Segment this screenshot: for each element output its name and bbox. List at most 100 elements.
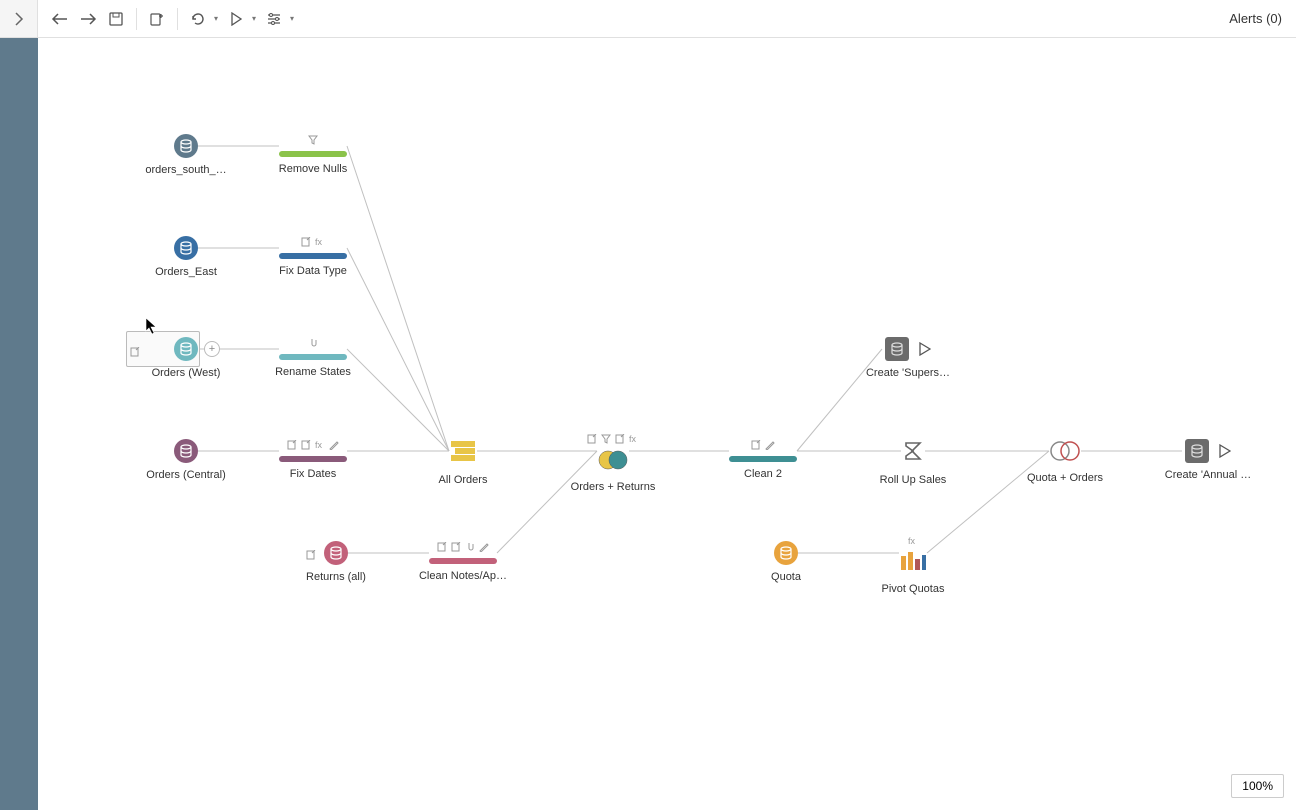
- node-label: Fix Data Type: [263, 265, 363, 277]
- pencil-badge-icon: [765, 440, 775, 450]
- edit-badge-icon: [287, 440, 297, 450]
- node-create_annual[interactable]: Create 'Annual …: [1158, 439, 1258, 481]
- zoom-level[interactable]: 100%: [1231, 774, 1284, 798]
- node-orders_central[interactable]: Orders (Central): [136, 439, 236, 481]
- node-fix_dates[interactable]: fx Fix Dates: [263, 440, 363, 480]
- clean-step-icon: [279, 456, 347, 462]
- arrow-left-icon: [51, 12, 69, 26]
- node-all_orders[interactable]: All Orders: [413, 439, 513, 486]
- clean-step-icon: [279, 253, 347, 259]
- clean-step-icon: [279, 354, 347, 360]
- add-connection-button[interactable]: [143, 5, 171, 33]
- svg-text:fx: fx: [315, 440, 323, 450]
- node-label: Create 'Annual …: [1158, 469, 1258, 481]
- edit-badge-icon: [751, 440, 761, 450]
- flow-canvas[interactable]: orders_south_…Remove NullsOrders_EastfxF…: [38, 38, 1296, 810]
- calc-badge-icon: fx: [315, 237, 325, 247]
- alerts-button[interactable]: Alerts (0): [1229, 11, 1288, 26]
- node-fix_data_type[interactable]: fx Fix Data Type: [263, 237, 363, 277]
- output-icon: [1185, 439, 1209, 463]
- play-icon[interactable]: [1219, 444, 1231, 458]
- clean-step-icon: [729, 456, 797, 462]
- output-icon: [885, 337, 909, 361]
- node-label: Roll Up Sales: [863, 474, 963, 486]
- forward-button[interactable]: [74, 5, 102, 33]
- node-clean_notes[interactable]: Clean Notes/Ap…: [413, 542, 513, 582]
- database-plus-icon: [149, 11, 165, 27]
- sliders-icon: [266, 12, 282, 26]
- refresh-icon: [190, 11, 206, 27]
- database-icon: [174, 337, 198, 361]
- database-icon: [324, 541, 348, 565]
- settings-dropdown[interactable]: ▾: [260, 5, 298, 33]
- node-label: Remove Nulls: [263, 163, 363, 175]
- pivot-icon: [899, 552, 927, 572]
- play-icon: [230, 12, 242, 26]
- node-label: Returns (all): [286, 571, 386, 583]
- node-pivot_quotas[interactable]: fx Pivot Quotas: [863, 536, 963, 595]
- node-label: Clean 2: [713, 468, 813, 480]
- node-label: Orders + Returns: [563, 481, 663, 493]
- filter-badge-icon: [601, 434, 611, 444]
- arrow-right-icon: [79, 12, 97, 26]
- chevron-right-icon: [14, 12, 24, 26]
- node-label: Orders_East: [136, 266, 236, 278]
- node-label: Clean Notes/Ap…: [413, 570, 513, 582]
- node-remove_nulls[interactable]: Remove Nulls: [263, 135, 363, 175]
- app-root: ▾ ▾ ▾ Alerts (0) orders_south_… Remove Nu…: [0, 0, 1296, 810]
- sigma-icon: [901, 439, 925, 463]
- node-orders_east[interactable]: Orders_East: [136, 236, 236, 278]
- edit-badge-icon: [301, 440, 311, 450]
- svg-text:fx: fx: [908, 536, 916, 546]
- run-dropdown[interactable]: ▾: [222, 5, 260, 33]
- node-orders_south[interactable]: orders_south_…: [136, 134, 236, 176]
- node-label: Orders (Central): [136, 469, 236, 481]
- edit-badge-icon: [587, 434, 597, 444]
- svg-text:fx: fx: [315, 237, 323, 247]
- clip-badge-icon: [465, 542, 475, 552]
- filter-badge-icon: [308, 135, 318, 145]
- svg-text:fx: fx: [629, 434, 637, 444]
- node-rollup_sales[interactable]: Roll Up Sales: [863, 439, 963, 486]
- edit-badge-icon: [301, 237, 311, 247]
- node-label: All Orders: [413, 474, 513, 486]
- node-orders_returns[interactable]: fx Orders + Returns: [563, 434, 663, 493]
- play-icon[interactable]: [919, 342, 931, 356]
- sidebar-strip: [0, 38, 38, 810]
- node-returns_all[interactable]: Returns (all): [286, 541, 386, 583]
- node-label: Rename States: [263, 366, 363, 378]
- union-icon: [449, 439, 477, 463]
- sidebar-expand[interactable]: [0, 0, 38, 38]
- node-label: Fix Dates: [263, 468, 363, 480]
- node-orders_west[interactable]: Orders (West): [136, 337, 236, 379]
- node-clean2[interactable]: Clean 2: [713, 440, 813, 480]
- save-icon: [108, 11, 124, 27]
- node-create_supers[interactable]: Create 'Supers…: [858, 337, 958, 379]
- clean-step-icon: [279, 151, 347, 157]
- database-icon: [174, 134, 198, 158]
- node-quota[interactable]: Quota: [736, 541, 836, 583]
- caret-down-icon: ▾: [214, 14, 218, 23]
- database-icon: [174, 236, 198, 260]
- toolbar: ▾ ▾ ▾ Alerts (0): [38, 0, 1296, 38]
- clip-badge-icon: [308, 338, 318, 348]
- node-label: orders_south_…: [136, 164, 236, 176]
- join-icon: [597, 450, 629, 470]
- node-quota_orders[interactable]: Quota + Orders: [1015, 441, 1115, 484]
- back-button[interactable]: [46, 5, 74, 33]
- calc-badge-icon: fx: [908, 536, 918, 546]
- node-label: Orders (West): [136, 367, 236, 379]
- calc-badge-icon: fx: [629, 434, 639, 444]
- save-button[interactable]: [102, 5, 130, 33]
- caret-down-icon: ▾: [290, 14, 294, 23]
- refresh-dropdown[interactable]: ▾: [184, 5, 222, 33]
- edit-badge-icon: [437, 542, 447, 552]
- database-icon: [174, 439, 198, 463]
- node-label: Pivot Quotas: [863, 583, 963, 595]
- node-rename_states[interactable]: Rename States: [263, 338, 363, 378]
- database-icon: [774, 541, 798, 565]
- pencil-badge-icon: [479, 542, 489, 552]
- calc-badge-icon: fx: [315, 440, 325, 450]
- toolbar-separator: [177, 8, 178, 30]
- node-label: Quota + Orders: [1015, 472, 1115, 484]
